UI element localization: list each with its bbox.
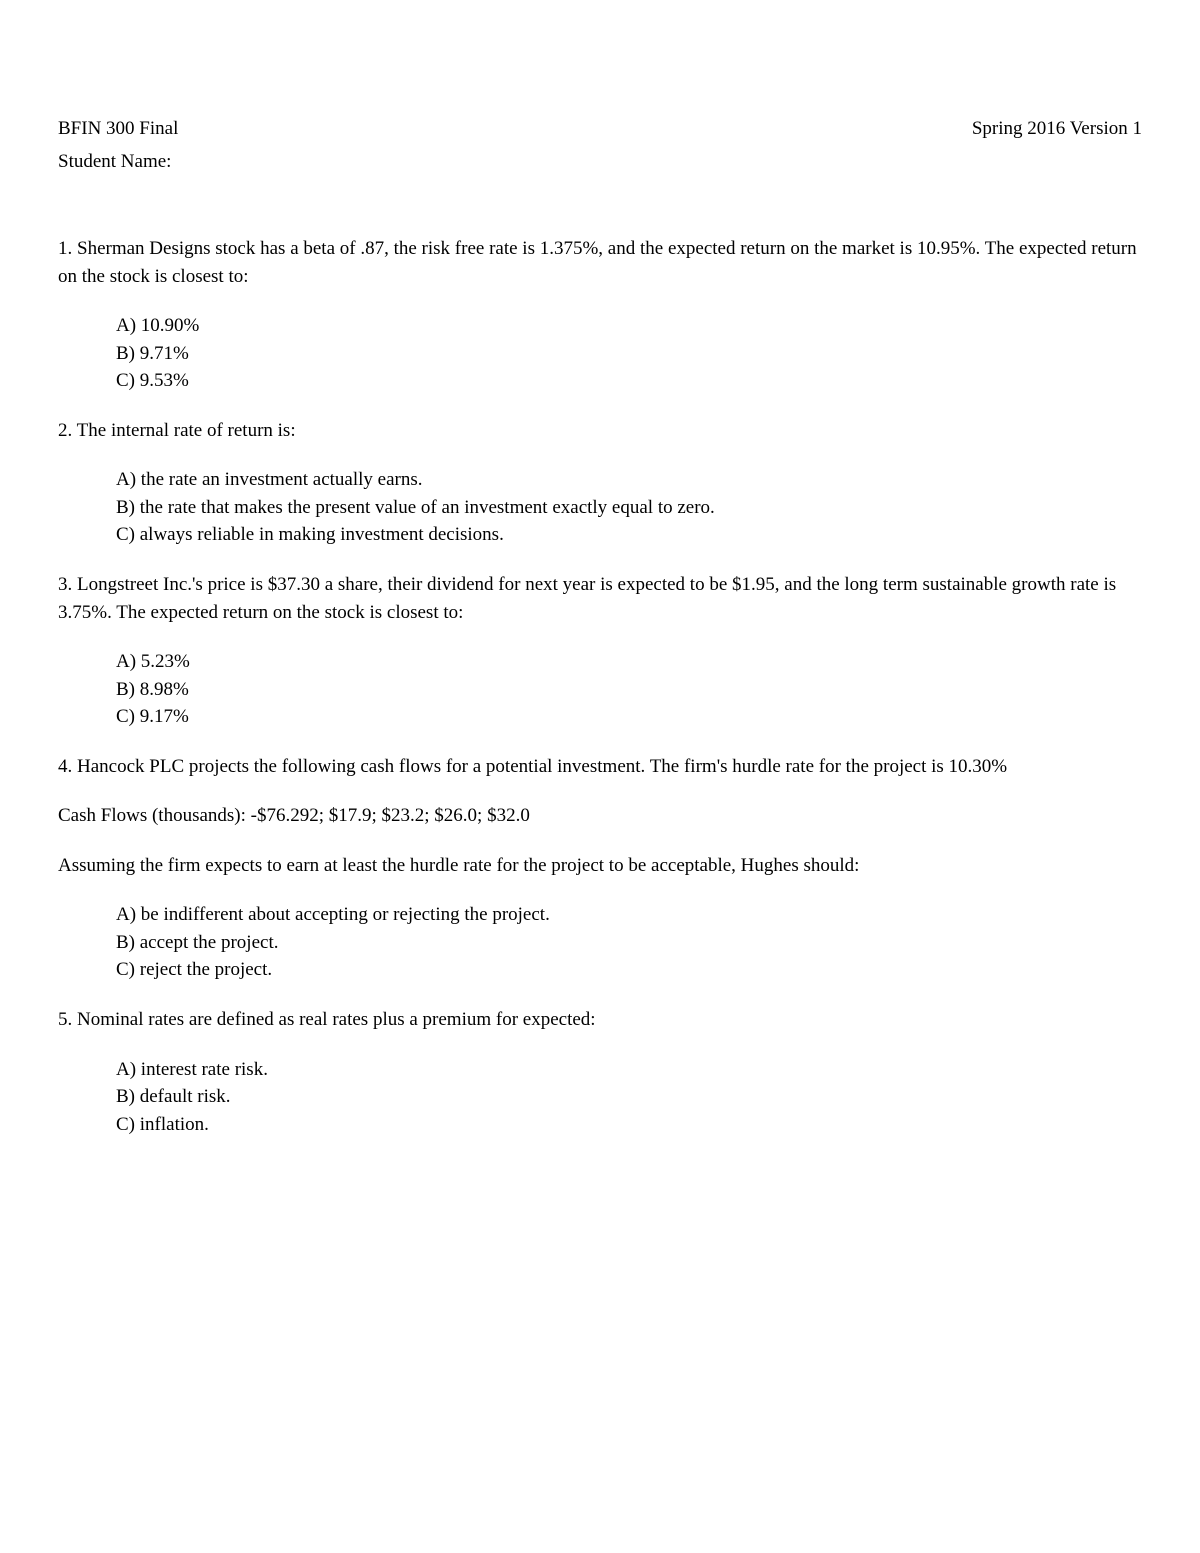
question-body: The internal rate of return is:	[77, 420, 296, 441]
choices-list: A) interest rate risk. B) default risk. …	[58, 1056, 1142, 1139]
choice-a: A) the rate an investment actually earns…	[116, 466, 1142, 494]
question-body: Sherman Designs stock has a beta of .87,…	[58, 238, 1137, 287]
choice-a: A) 10.90%	[116, 312, 1142, 340]
question-number: 5.	[58, 1009, 72, 1030]
choice-a: A) interest rate risk.	[116, 1056, 1142, 1084]
document-header: BFIN 300 Final Spring 2016 Version 1	[58, 115, 1142, 143]
choice-c: C) 9.17%	[116, 703, 1142, 731]
question-4: 4. Hancock PLC projects the following ca…	[58, 753, 1142, 984]
question-text: 1. Sherman Designs stock has a beta of .…	[58, 235, 1142, 290]
question-2: 2. The internal rate of return is: A) th…	[58, 417, 1142, 549]
choices-list: A) 5.23% B) 8.98% C) 9.17%	[58, 648, 1142, 731]
question-5: 5. Nominal rates are defined as real rat…	[58, 1006, 1142, 1138]
question-body: Hancock PLC projects the following cash …	[77, 756, 1007, 777]
question-3: 3. Longstreet Inc.'s price is $37.30 a s…	[58, 571, 1142, 731]
question-number: 2.	[58, 420, 72, 441]
choices-list: A) be indifferent about accepting or rej…	[58, 901, 1142, 984]
question-body: Longstreet Inc.'s price is $37.30 a shar…	[58, 574, 1116, 623]
question-text: 3. Longstreet Inc.'s price is $37.30 a s…	[58, 571, 1142, 626]
choices-list: A) the rate an investment actually earns…	[58, 466, 1142, 549]
choices-list: A) 10.90% B) 9.71% C) 9.53%	[58, 312, 1142, 395]
question-text: 4. Hancock PLC projects the following ca…	[58, 753, 1142, 781]
student-name-label: Student Name:	[58, 148, 1142, 176]
question-body: Nominal rates are defined as real rates …	[77, 1009, 596, 1030]
version-label: Spring 2016 Version 1	[972, 115, 1142, 143]
choice-b: B) 8.98%	[116, 676, 1142, 704]
choice-c: C) 9.53%	[116, 367, 1142, 395]
choice-c: C) inflation.	[116, 1111, 1142, 1139]
question-text: 5. Nominal rates are defined as real rat…	[58, 1006, 1142, 1034]
choice-c: C) reject the project.	[116, 956, 1142, 984]
choice-c: C) always reliable in making investment …	[116, 521, 1142, 549]
choice-b: B) default risk.	[116, 1083, 1142, 1111]
question-number: 4.	[58, 756, 72, 777]
question-1: 1. Sherman Designs stock has a beta of .…	[58, 235, 1142, 395]
question-text: 2. The internal rate of return is:	[58, 417, 1142, 445]
question-number: 3.	[58, 574, 72, 595]
question-extra-cashflows: Cash Flows (thousands): -$76.292; $17.9;…	[58, 802, 1142, 830]
question-number: 1.	[58, 238, 72, 259]
choice-b: B) 9.71%	[116, 340, 1142, 368]
choice-a: A) be indifferent about accepting or rej…	[116, 901, 1142, 929]
choice-b: B) accept the project.	[116, 929, 1142, 957]
choice-b: B) the rate that makes the present value…	[116, 494, 1142, 522]
question-extra-prompt: Assuming the firm expects to earn at lea…	[58, 852, 1142, 880]
course-title: BFIN 300 Final	[58, 115, 178, 143]
choice-a: A) 5.23%	[116, 648, 1142, 676]
